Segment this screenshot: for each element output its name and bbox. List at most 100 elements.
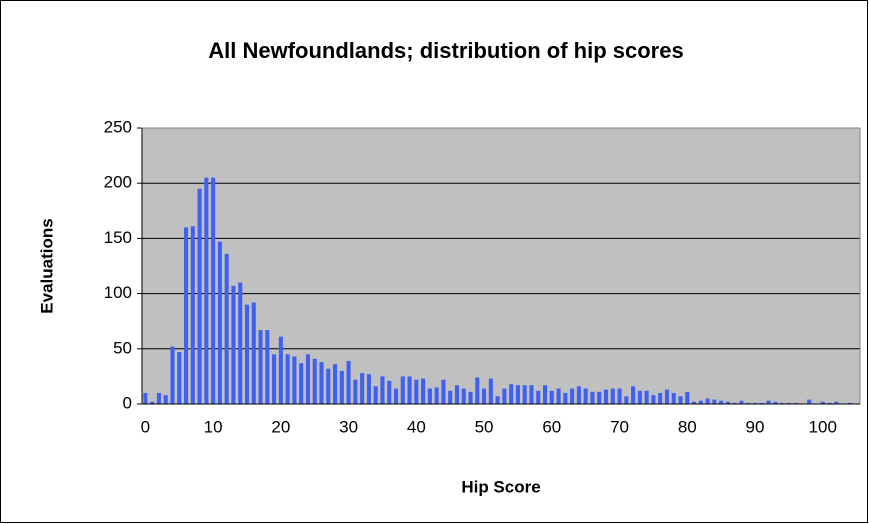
plot-area — [142, 128, 860, 404]
bar — [766, 400, 771, 404]
bar — [631, 386, 636, 404]
bar — [705, 398, 710, 404]
y-tick-label: 0 — [123, 393, 132, 412]
chart-title: All Newfoundlands; distribution of hip s… — [208, 38, 683, 63]
bar — [421, 378, 426, 404]
bar — [177, 352, 182, 404]
bar — [692, 401, 697, 404]
bar — [238, 282, 243, 404]
x-tick-label: 0 — [141, 417, 150, 436]
bar — [170, 346, 175, 404]
bar — [292, 356, 297, 404]
bar — [502, 388, 507, 404]
bar — [739, 400, 744, 404]
bar — [542, 385, 548, 404]
bar — [664, 389, 669, 404]
bar — [603, 389, 609, 404]
bar — [231, 285, 236, 404]
bar — [204, 177, 209, 404]
bar — [197, 188, 202, 404]
bar — [272, 354, 277, 404]
bar — [773, 401, 778, 404]
bar — [150, 401, 155, 404]
bar — [353, 379, 358, 404]
bar — [678, 396, 683, 404]
bar — [685, 391, 690, 404]
bar — [651, 395, 656, 404]
bar — [258, 330, 263, 404]
y-tick-label: 200 — [104, 173, 132, 192]
bar — [265, 330, 270, 404]
x-tick-label: 80 — [678, 417, 697, 436]
y-axis-label: Evaluations — [37, 218, 56, 313]
bar — [319, 362, 324, 404]
bar — [610, 388, 615, 404]
bar — [624, 396, 629, 404]
y-tick-label: 50 — [113, 338, 132, 357]
bar — [339, 370, 344, 404]
bar — [488, 378, 493, 404]
bar — [211, 177, 216, 404]
bar — [468, 391, 473, 404]
bar — [719, 400, 724, 404]
bar — [780, 402, 785, 404]
bar — [183, 227, 189, 404]
bar — [549, 390, 554, 404]
y-tick-label: 100 — [104, 283, 132, 302]
bar — [746, 402, 751, 404]
bar — [637, 390, 642, 404]
bar — [299, 363, 304, 404]
bar — [333, 364, 338, 404]
bar — [644, 390, 649, 404]
bar — [576, 386, 581, 404]
x-tick-label: 20 — [271, 417, 290, 436]
bar — [380, 376, 385, 404]
bar — [285, 354, 290, 404]
bar — [752, 402, 758, 404]
bar — [441, 379, 446, 404]
y-tick-label: 150 — [104, 228, 132, 247]
bar — [156, 392, 161, 404]
bar — [847, 402, 852, 404]
bar — [434, 387, 439, 404]
bar — [834, 401, 839, 404]
bar — [482, 388, 487, 404]
bar — [597, 391, 602, 404]
bar — [556, 388, 561, 404]
bar — [529, 385, 534, 404]
bar — [326, 368, 331, 404]
bar — [217, 241, 222, 404]
bar — [461, 388, 466, 404]
x-tick-label: 70 — [610, 417, 629, 436]
bar — [515, 385, 520, 404]
bar — [793, 402, 798, 404]
x-tick-label: 50 — [475, 417, 494, 436]
bar — [536, 390, 541, 404]
bar — [509, 384, 514, 404]
bar — [759, 402, 764, 404]
bar — [143, 392, 148, 404]
bar — [366, 374, 371, 404]
bar — [475, 377, 480, 404]
bar — [583, 388, 588, 404]
x-tick-label: 30 — [339, 417, 358, 436]
bar — [251, 302, 256, 404]
bar — [346, 360, 351, 404]
x-tick-label: 40 — [407, 417, 426, 436]
bar — [427, 388, 432, 404]
bar — [312, 358, 317, 404]
bar — [454, 385, 460, 404]
x-tick-label: 60 — [542, 417, 561, 436]
bar — [658, 392, 663, 404]
bar — [671, 392, 676, 404]
bar — [407, 376, 412, 404]
bar — [563, 392, 568, 404]
bar — [807, 399, 812, 404]
bar — [305, 354, 310, 404]
bar — [495, 396, 500, 404]
bar — [698, 400, 703, 404]
x-tick-label: 100 — [809, 417, 837, 436]
bar — [360, 373, 365, 404]
bar — [570, 388, 575, 404]
